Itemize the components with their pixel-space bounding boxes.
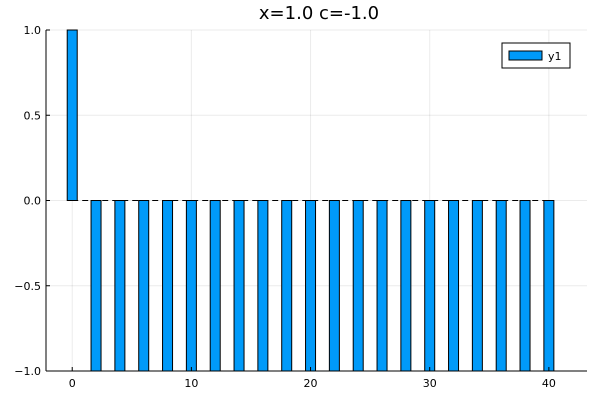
bar [352,200,364,372]
bar [281,200,293,372]
bar [138,200,150,372]
x-axis-ticks: 0 10 20 30 40 [69,367,556,390]
bar [257,200,269,372]
bar [328,200,340,372]
x-tick-label: 0 [69,377,76,390]
bar [448,200,460,372]
y-tick-label: 0.5 [24,109,42,122]
y-tick-label: −0.5 [14,280,41,293]
legend-label: y1 [548,50,562,63]
legend-swatch [508,50,543,61]
bar [471,200,483,372]
chart-title: x=1.0 c=-1.0 [259,3,379,24]
bar [376,200,388,372]
y-tick-label: 0.0 [24,195,42,208]
bar [400,200,412,372]
bar [209,200,221,372]
bar [543,200,555,372]
x-tick-label: 40 [542,377,556,390]
x-tick-label: 10 [184,377,198,390]
bar [114,200,126,372]
bar [162,200,174,372]
x-tick-label: 30 [423,377,437,390]
bar [424,200,436,372]
bars [66,29,555,372]
bar [233,200,245,372]
bar [66,29,78,201]
bar [519,200,531,372]
y-tick-label: −1.0 [14,365,41,378]
legend: y1 [501,42,571,69]
x-tick-label: 20 [304,377,318,390]
bar [495,200,507,372]
y-axis-ticks: −1.0 −0.5 0.0 0.5 1.0 [14,24,50,378]
bar [90,200,102,372]
bar [185,200,197,372]
y-tick-label: 1.0 [24,24,42,37]
bar [305,200,317,372]
